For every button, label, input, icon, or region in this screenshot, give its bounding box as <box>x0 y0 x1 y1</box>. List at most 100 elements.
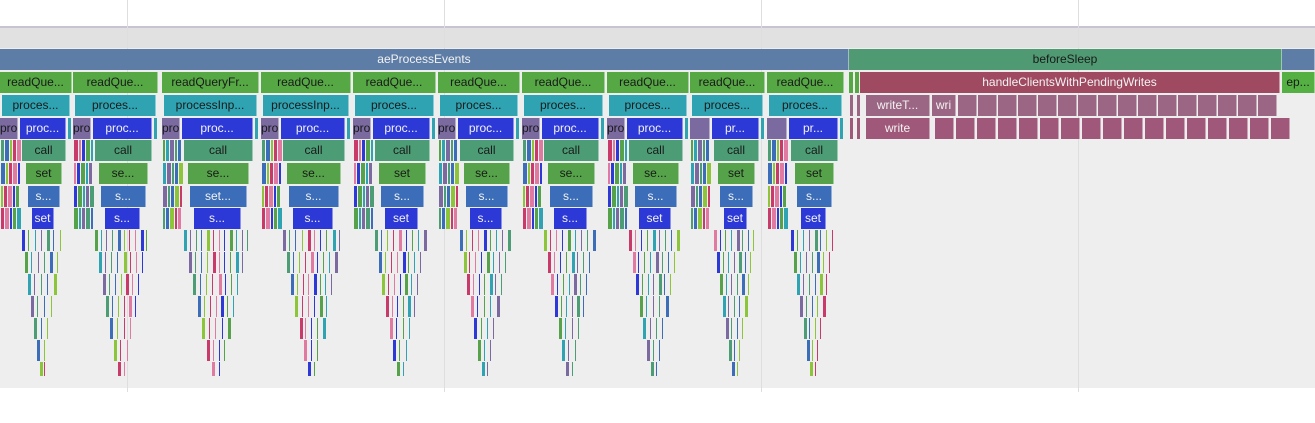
frame-readQueryFromClient[interactable]: readQueryFr... <box>162 72 259 93</box>
flame-frame-small[interactable] <box>656 362 657 376</box>
flame-frame-small[interactable] <box>569 274 570 295</box>
flame-frame-small[interactable] <box>302 296 303 317</box>
flame-frame-small[interactable] <box>224 230 225 251</box>
flame-frame-small[interactable] <box>608 186 611 207</box>
flame-frame-small[interactable] <box>442 208 445 229</box>
flame-frame-small[interactable] <box>720 230 721 251</box>
flame-frame-small[interactable] <box>363 186 365 207</box>
frame-writeToClient-small[interactable] <box>1098 95 1117 116</box>
flame-frame-small[interactable] <box>47 230 50 251</box>
flame-frame-small[interactable] <box>726 318 729 339</box>
flame-frame-small[interactable] <box>8 186 12 207</box>
flame-frame-small[interactable] <box>170 208 174 229</box>
flame-frame-small[interactable] <box>575 340 576 361</box>
frame-processCommand[interactable]: proc... <box>373 118 430 139</box>
flame-frame-small[interactable] <box>800 296 803 317</box>
flame-frame-small[interactable] <box>768 208 771 229</box>
frame-processInputBuffer[interactable]: proces... <box>692 95 763 116</box>
frame-processCommand-small[interactable]: pro <box>438 118 456 139</box>
flame-frame-small[interactable] <box>490 274 493 295</box>
flame-frame-small[interactable] <box>748 274 749 295</box>
frame-processInputBuffer[interactable]: proces... <box>440 95 518 116</box>
flame-frame-small[interactable] <box>535 140 538 161</box>
flame-frame-small[interactable] <box>196 230 197 251</box>
flame-frame-small[interactable] <box>817 296 818 317</box>
flame-frame-small[interactable] <box>568 340 569 361</box>
flame-frame-small[interactable] <box>653 296 654 317</box>
flame-frame-small[interactable] <box>481 318 482 339</box>
flame-frame-small[interactable] <box>86 186 89 207</box>
flame-frame-small[interactable] <box>694 208 697 229</box>
flame-frame-small[interactable] <box>207 230 210 251</box>
flame-frame-small[interactable] <box>478 340 481 361</box>
flame-frame-small[interactable] <box>371 208 373 229</box>
flame-frame-small[interactable] <box>124 362 125 376</box>
frame-write[interactable]: write <box>866 118 930 139</box>
frame-write-small[interactable] <box>1019 118 1038 139</box>
frame-setKey[interactable]: set <box>801 208 826 229</box>
flame-frame-small[interactable] <box>578 318 579 339</box>
flame-frame-small[interactable] <box>742 230 743 251</box>
flame-frame-small[interactable] <box>47 274 48 295</box>
flame-frame-small[interactable] <box>167 163 171 184</box>
flame-frame-small[interactable] <box>136 252 137 273</box>
flame-frame-small[interactable] <box>314 230 315 251</box>
flame-frame-small[interactable] <box>481 252 482 273</box>
flame-frame-small[interactable] <box>566 252 567 273</box>
flame-frame-small[interactable] <box>499 252 500 273</box>
flame-frame-small[interactable] <box>175 163 178 184</box>
flame-frame-small[interactable] <box>163 186 167 207</box>
flame-frame-small[interactable] <box>278 208 282 229</box>
flame-frame-small[interactable] <box>464 252 467 273</box>
flame-frame-small[interactable] <box>31 296 34 317</box>
flame-frame-small[interactable] <box>608 140 612 161</box>
flame-frame-small[interactable] <box>526 186 529 207</box>
frame-write-small[interactable] <box>1040 118 1059 139</box>
flame-frame-small[interactable] <box>566 296 567 317</box>
flame-frame-small[interactable] <box>44 296 45 317</box>
flame-frame-small[interactable] <box>366 163 368 184</box>
flame-frame-small[interactable] <box>207 252 208 273</box>
flame-frame-small[interactable] <box>516 118 519 139</box>
flame-frame-small[interactable] <box>219 252 220 273</box>
flame-frame-small[interactable] <box>556 230 557 251</box>
flame-frame-small[interactable] <box>111 252 112 273</box>
flame-frame-small[interactable] <box>737 274 738 295</box>
flame-frame-small[interactable] <box>768 140 771 161</box>
flame-frame-small[interactable] <box>726 274 727 295</box>
flame-frame-small[interactable] <box>86 140 90 161</box>
flame-frame-small[interactable] <box>230 230 233 251</box>
flame-frame-small[interactable] <box>371 140 373 161</box>
flame-frame-small[interactable] <box>559 318 562 339</box>
flame-frame-small[interactable] <box>583 252 584 273</box>
flame-frame-small[interactable] <box>274 163 278 184</box>
frame-setCommand[interactable]: set <box>379 163 426 184</box>
flame-frame-small[interactable] <box>44 340 45 361</box>
flame-frame-small[interactable] <box>195 252 196 273</box>
flame-frame-small[interactable] <box>255 118 258 139</box>
frame-readQueryFromClient[interactable]: readQue... <box>0 72 72 93</box>
flame-frame-small[interactable] <box>28 230 29 251</box>
flame-frame-small[interactable] <box>731 318 732 339</box>
flame-frame-small[interactable] <box>475 252 476 273</box>
flame-frame-small[interactable] <box>832 230 833 251</box>
flame-frame-small[interactable] <box>742 318 743 339</box>
flame-frame-small[interactable] <box>466 230 467 251</box>
flame-frame-small[interactable] <box>121 274 122 295</box>
flame-frame-small[interactable] <box>490 340 491 361</box>
flame-frame-small[interactable] <box>166 140 169 161</box>
flame-frame-small[interactable] <box>225 274 226 295</box>
flame-frame-small[interactable] <box>850 118 853 139</box>
flame-frame-small[interactable] <box>219 274 222 295</box>
flame-frame-small[interactable] <box>653 274 654 295</box>
flame-frame-small[interactable] <box>768 163 772 184</box>
flame-frame-small[interactable] <box>737 230 740 251</box>
flame-frame-small[interactable] <box>339 230 340 251</box>
flame-frame-small[interactable] <box>18 163 20 184</box>
flame-frame-small[interactable] <box>1 163 5 184</box>
frame-processInputBuffer[interactable]: proces... <box>609 95 687 116</box>
flame-frame-small[interactable] <box>809 318 810 339</box>
frame-readQueryFromClient[interactable]: readQue... <box>73 72 158 93</box>
flame-frame-small[interactable] <box>17 208 21 229</box>
flame-frame-small[interactable] <box>291 274 294 295</box>
